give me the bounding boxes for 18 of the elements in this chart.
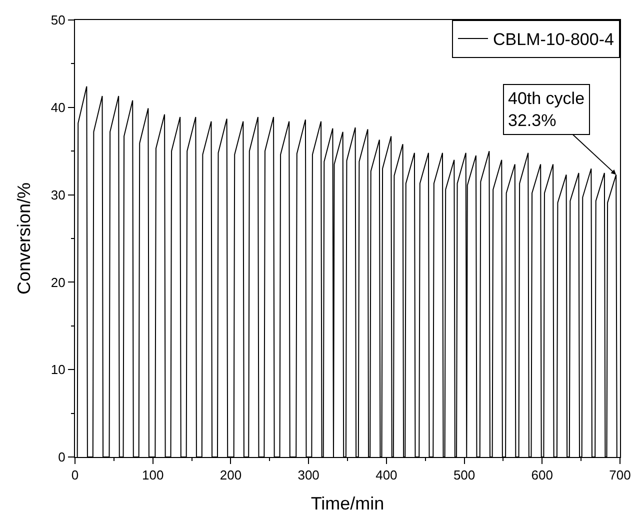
x-tick-label: 100 (142, 468, 164, 483)
x-tick-label: 400 (376, 468, 398, 483)
y-tick-label: 40 (50, 100, 66, 115)
x-tick-label: 300 (298, 468, 320, 483)
y-tick-label: 20 (50, 274, 66, 290)
x-axis-title: Time/min (310, 494, 384, 514)
x-tick-label: 500 (453, 468, 476, 483)
y-axis-title: Conversion/% (14, 182, 34, 295)
y-tick-label: 50 (50, 12, 66, 28)
annotation: 40th cycle 32.3% (508, 89, 585, 130)
y-tick-label: 0 (58, 450, 66, 465)
x-tick-label: 700 (609, 468, 631, 483)
x-tick-label: 0 (71, 468, 79, 483)
x-tick-label: 200 (220, 468, 242, 483)
legend-label: CBLM-10-800-4 (493, 30, 614, 50)
x-tick-label: 600 (531, 468, 553, 483)
y-tick-label: 30 (50, 187, 66, 202)
y-tick-label: 10 (50, 362, 66, 378)
